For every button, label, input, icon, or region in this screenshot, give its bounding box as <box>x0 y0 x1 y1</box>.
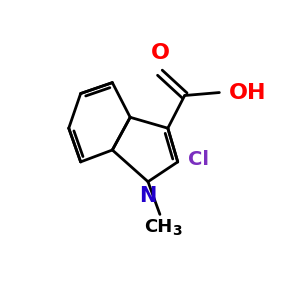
Text: CH: CH <box>144 218 172 236</box>
Text: Cl: Cl <box>188 150 208 170</box>
Text: OH: OH <box>229 82 267 103</box>
Text: O: O <box>150 43 170 63</box>
Text: 3: 3 <box>172 224 182 238</box>
Text: N: N <box>139 186 157 206</box>
